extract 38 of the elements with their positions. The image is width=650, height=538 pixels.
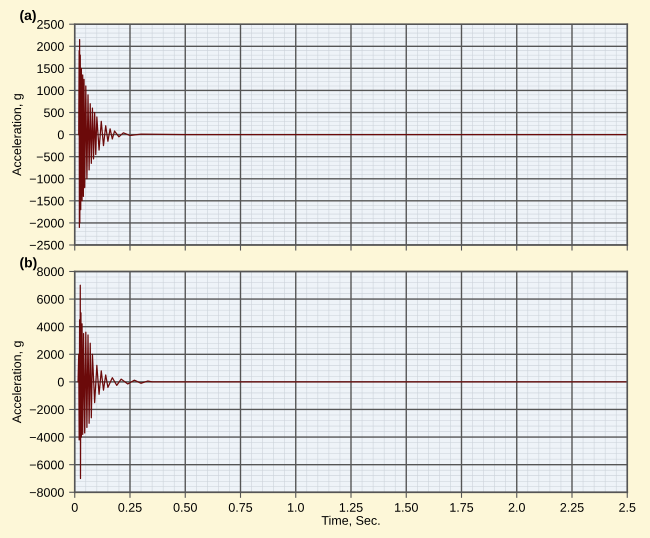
x-tick-label: 0.75 — [228, 503, 252, 512]
y-tick-label: −500 — [36, 152, 64, 162]
y-tick-label: −4000 — [30, 432, 64, 442]
x-tick-label: 0.25 — [118, 503, 142, 512]
x-tick-label: 2.5 — [619, 503, 636, 512]
chart-title: (a) — [20, 10, 36, 23]
x-tick-label: 0 — [72, 503, 78, 512]
y-tick-label: −1500 — [30, 196, 64, 206]
x-tick-label: 2.25 — [560, 503, 584, 512]
chart-title: (b) — [20, 257, 37, 270]
y-tick-label: 1500 — [37, 64, 64, 74]
y-tick-label: 1000 — [37, 86, 64, 96]
y-tick-label: 6000 — [37, 294, 64, 304]
y-tick-label: 8000 — [37, 267, 64, 276]
y-tick-label: 2000 — [37, 42, 64, 51]
y-tick-label: −8000 — [30, 488, 64, 497]
y-axis-title: Acceleration, g — [12, 341, 24, 424]
y-tick-label: 0 — [58, 378, 64, 387]
y-tick-label: −2000 — [30, 218, 64, 228]
y-tick-label: 0 — [58, 130, 64, 140]
y-tick-label: 4000 — [36, 322, 64, 332]
y-tick-label: −2500 — [30, 240, 64, 250]
x-axis-title: Time, Sec. — [322, 516, 380, 526]
y-axis-title: Acceleration, g — [12, 94, 24, 176]
line-series — [77, 284, 628, 480]
x-tick-label: 0.50 — [174, 503, 197, 512]
y-tick-label: 2000 — [37, 350, 64, 359]
x-tick-label: 1.75 — [450, 503, 474, 512]
x-tick-label: 2.0 — [508, 503, 525, 512]
x-tick-label: 1.50 — [395, 503, 418, 512]
y-tick-label: −6000 — [30, 460, 64, 470]
y-tick-label: 2500 — [37, 20, 64, 29]
line-series — [78, 39, 628, 228]
y-tick-label: 500 — [44, 108, 64, 118]
x-tick-label: 1.0 — [288, 503, 304, 512]
x-tick-label: 1.25 — [340, 503, 363, 512]
y-tick-label: −1000 — [30, 174, 64, 184]
y-tick-label: −2000 — [30, 405, 64, 414]
